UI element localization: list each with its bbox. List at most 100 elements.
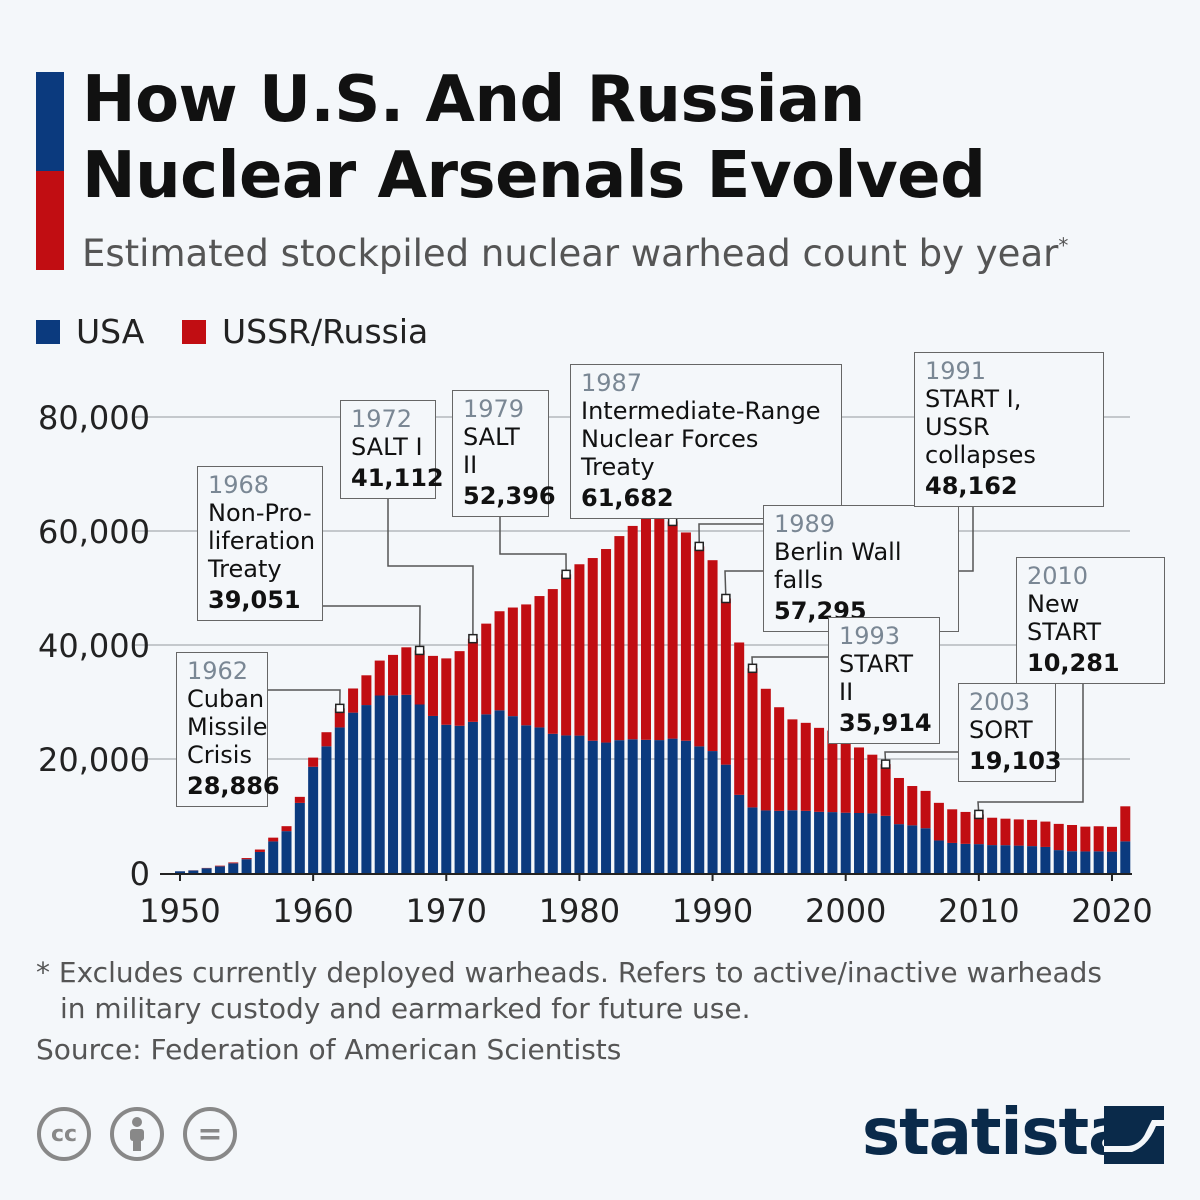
- bar-russia-1957: [268, 837, 279, 842]
- bar-usa-1982: [601, 742, 612, 873]
- bar-russia-1997: [800, 722, 811, 811]
- bar-russia-2001: [854, 747, 865, 814]
- bar-usa-2008: [947, 842, 958, 873]
- bar-usa-1976: [521, 725, 532, 873]
- no-derivatives-icon[interactable]: =: [183, 1107, 237, 1161]
- bar-usa-1963: [348, 712, 359, 873]
- annotation-1962: 1962 Cuban Missile Crisis 28,886: [176, 652, 280, 807]
- bar-usa-2016: [1053, 850, 1064, 873]
- annotation-value: 19,103: [969, 747, 1062, 775]
- x-tick-label: 2020: [1071, 892, 1152, 930]
- bar-russia-2010: [973, 814, 984, 845]
- bar-russia-2018: [1080, 826, 1091, 852]
- bar-usa-1992: [734, 794, 745, 873]
- annotation-value: 10,281: [1027, 649, 1120, 677]
- bar-usa-2005: [907, 825, 918, 873]
- annotation-2010: 2010 New START 10,281: [1016, 557, 1165, 684]
- bar-usa-1975: [507, 716, 518, 873]
- annotation-year: 1968: [208, 471, 270, 499]
- no-derivatives-icon-text: =: [197, 1116, 223, 1152]
- bar-usa-2000: [840, 812, 851, 873]
- bar-russia-1992: [734, 642, 745, 795]
- x-tick-label: 2010: [938, 892, 1019, 930]
- annotation-marker: [880, 759, 891, 769]
- bar-usa-1983: [614, 740, 625, 873]
- bar-usa-1977: [534, 727, 545, 873]
- bar-usa-2004: [893, 824, 904, 873]
- annotation-1987: 1987 Intermediate-Range Nuclear Forces Tre…: [570, 364, 842, 519]
- bar-russia-1972: [467, 638, 478, 722]
- y-tick-label: 80,000: [38, 399, 150, 437]
- annotation-1979: 1979 SALT II 52,396: [452, 390, 556, 517]
- annotation-year: 1993: [839, 622, 901, 650]
- bar-usa-2014: [1027, 846, 1038, 873]
- bar-russia-1990: [707, 560, 718, 752]
- cc-icon-text: cc: [50, 1121, 78, 1147]
- annotation-label: Non-Pro-: [208, 499, 312, 527]
- bar-russia-2015: [1040, 821, 1051, 847]
- bar-usa-1951: [188, 870, 199, 873]
- annotation-year: 2003: [969, 688, 1031, 716]
- statista-logo[interactable]: statista: [862, 1096, 1131, 1170]
- bar-russia-1974: [494, 611, 505, 711]
- attribution-icon[interactable]: [110, 1107, 164, 1161]
- bar-russia-1989: [694, 546, 705, 747]
- bar-russia-2004: [893, 777, 904, 825]
- bar-russia-1964: [361, 675, 372, 706]
- bar-usa-1986: [654, 740, 665, 873]
- bar-usa-2015: [1040, 846, 1051, 873]
- bar-russia-2020: [1106, 826, 1117, 852]
- y-tick-label: 20,000: [38, 741, 150, 779]
- bar-usa-2010: [973, 844, 984, 873]
- annotation-label: Intermediate-Range: [581, 397, 821, 425]
- bar-russia-1994: [760, 688, 771, 811]
- bar-usa-1968: [414, 704, 425, 873]
- footnote-line-1: * Excludes currently deployed warheads. …: [36, 956, 1103, 989]
- bar-russia-1967: [401, 647, 412, 695]
- annotation-label: Nuclear Forces Treaty: [581, 425, 759, 481]
- bar-russia-2002: [867, 754, 878, 814]
- title-bar-red: [36, 171, 64, 270]
- annotation-label: USSR collapses: [925, 413, 1036, 469]
- annotation-connector: [751, 656, 828, 669]
- bar-russia-1962: [334, 708, 345, 728]
- bar-usa-1997: [800, 810, 811, 873]
- bar-usa-1959: [294, 802, 305, 873]
- bar-usa-1955: [241, 859, 252, 873]
- cc-icon[interactable]: cc: [37, 1107, 91, 1161]
- bar-usa-1994: [760, 810, 771, 873]
- bar-usa-2002: [867, 813, 878, 873]
- bar-usa-1990: [707, 751, 718, 873]
- annotation-label: Cuban: [187, 685, 265, 713]
- annotation-connector: [267, 689, 341, 709]
- bar-usa-2006: [920, 828, 931, 873]
- bar-usa-1960: [308, 766, 319, 873]
- bar-russia-1956: [254, 849, 265, 852]
- bar-russia-1976: [521, 604, 532, 726]
- bar-russia-2006: [920, 790, 931, 829]
- bar-usa-1989: [694, 746, 705, 873]
- bar-russia-1971: [454, 651, 465, 726]
- bar-usa-1993: [747, 807, 758, 873]
- annotation-1993: 1993 START II 35,914: [828, 617, 940, 744]
- legend-swatch-usa: [36, 319, 60, 344]
- annotation-year: 1987: [581, 369, 643, 397]
- person-icon: [130, 1117, 144, 1151]
- annotation-connector: [698, 523, 763, 547]
- bar-usa-1957: [268, 841, 279, 873]
- legend-russia: USSR/Russia: [182, 312, 428, 351]
- annotation-value: 48,162: [925, 472, 1018, 500]
- title-bar-blue: [36, 72, 64, 171]
- bar-usa-1991: [720, 764, 731, 873]
- annotation-label: liferation: [208, 527, 316, 555]
- bar-usa-1952: [201, 868, 212, 873]
- bar-russia-1980: [574, 564, 585, 736]
- bar-usa-1988: [680, 740, 691, 873]
- annotation-year: 1991: [925, 357, 987, 385]
- bar-usa-1958: [281, 831, 292, 873]
- bar-russia-1966: [388, 654, 399, 696]
- bar-russia-2017: [1067, 824, 1078, 852]
- bar-russia-1977: [534, 596, 545, 728]
- x-tick-label: 1990: [672, 892, 753, 930]
- bar-russia-2005: [907, 786, 918, 826]
